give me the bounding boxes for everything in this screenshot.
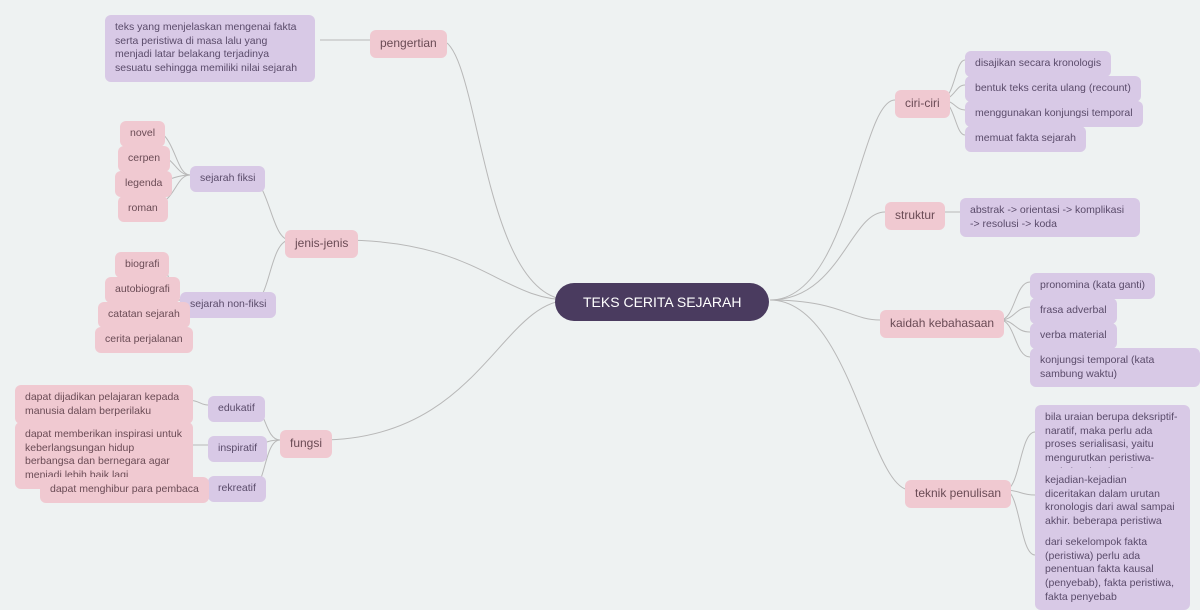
- ciri-3: memuat fakta sejarah: [965, 126, 1086, 152]
- fungsi-0-name: edukatif: [208, 396, 265, 422]
- branch-kaidah: kaidah kebahasaan: [880, 310, 1004, 338]
- ciri-1: bentuk teks cerita ulang (recount): [965, 76, 1141, 102]
- fiksi-1: cerpen: [118, 146, 170, 172]
- fungsi-1-name: inspiratif: [208, 436, 267, 462]
- branch-struktur: struktur: [885, 202, 945, 230]
- jenis-fiksi: sejarah fiksi: [190, 166, 265, 192]
- fiksi-0: novel: [120, 121, 165, 147]
- branch-jenis: jenis-jenis: [285, 230, 358, 258]
- fiksi-3: roman: [118, 196, 168, 222]
- nonfiksi-1: autobiografi: [105, 277, 180, 303]
- kaidah-0: pronomina (kata ganti): [1030, 273, 1155, 299]
- branch-pengertian: pengertian: [370, 30, 447, 58]
- branch-teknik: teknik penulisan: [905, 480, 1011, 508]
- branch-ciri: ciri-ciri: [895, 90, 950, 118]
- teknik-2: dari sekelompok fakta (peristiwa) perlu …: [1035, 530, 1190, 610]
- nonfiksi-0: biografi: [115, 252, 169, 278]
- branch-fungsi: fungsi: [280, 430, 332, 458]
- fiksi-2: legenda: [115, 171, 172, 197]
- pengertian-desc: teks yang menjelaskan mengenai fakta ser…: [105, 15, 315, 82]
- kaidah-2: verba material: [1030, 323, 1117, 349]
- ciri-2: menggunakan konjungsi temporal: [965, 101, 1143, 127]
- fungsi-2-name: rekreatif: [208, 476, 266, 502]
- jenis-nonfiksi: sejarah non-fiksi: [180, 292, 276, 318]
- ciri-0: disajikan secara kronologis: [965, 51, 1111, 77]
- kaidah-3: konjungsi temporal (kata sambung waktu): [1030, 348, 1200, 387]
- kaidah-1: frasa adverbal: [1030, 298, 1117, 324]
- nonfiksi-2: catatan sejarah: [98, 302, 190, 328]
- fungsi-0-desc: dapat dijadikan pelajaran kepada manusia…: [15, 385, 193, 424]
- center-node: TEKS CERITA SEJARAH: [555, 283, 769, 321]
- struktur-desc: abstrak -> orientasi -> komplikasi -> re…: [960, 198, 1140, 237]
- fungsi-2-desc: dapat menghibur para pembaca: [40, 477, 209, 503]
- nonfiksi-3: cerita perjalanan: [95, 327, 193, 353]
